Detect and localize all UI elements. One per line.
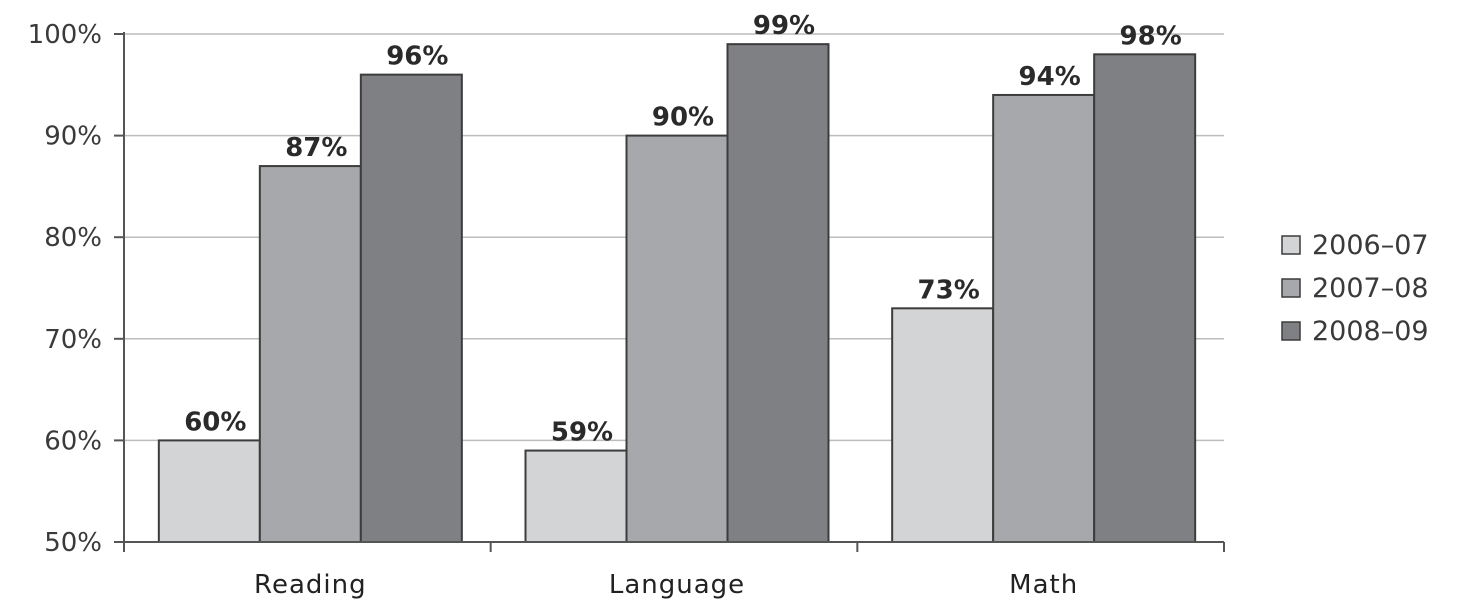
y-tick-label: 100% bbox=[28, 20, 102, 50]
y-tick-label: 60% bbox=[44, 426, 102, 456]
y-tick-label: 70% bbox=[44, 325, 102, 355]
x-category-label: Reading bbox=[254, 570, 367, 600]
legend-label: 2007–08 bbox=[1312, 273, 1429, 304]
data-label: 73% bbox=[918, 275, 980, 305]
bar-language-2 bbox=[726, 43, 830, 543]
data-label: 90% bbox=[652, 103, 714, 133]
data-label: 98% bbox=[1120, 21, 1182, 51]
legend-label: 2006–07 bbox=[1312, 230, 1429, 261]
x-category-label: Language bbox=[609, 570, 745, 600]
legend: 2006–07 2007–08 2008–09 bbox=[1281, 230, 1429, 347]
y-tick-label: 50% bbox=[44, 528, 102, 558]
bar-language-1 bbox=[625, 134, 729, 543]
data-label: 87% bbox=[285, 133, 347, 163]
bar-math-2 bbox=[1093, 53, 1197, 543]
data-label: 60% bbox=[184, 407, 246, 437]
data-label: 59% bbox=[551, 418, 613, 448]
x-axis-categories: Reading Language Math bbox=[254, 570, 1078, 600]
bar-reading-0 bbox=[157, 439, 261, 543]
bar-reading-2 bbox=[359, 73, 463, 543]
data-label: 96% bbox=[386, 42, 448, 72]
data-labels: 60% 87% 96% 59% 90% 99% 73% 94% 98% bbox=[184, 11, 1182, 447]
bar-language-0 bbox=[524, 449, 628, 543]
y-axis-ticks: 50% 60% 70% 80% 90% 100% bbox=[28, 20, 124, 558]
bar-reading-1 bbox=[258, 165, 362, 544]
bar-math-1 bbox=[992, 93, 1096, 544]
data-label: 94% bbox=[1019, 62, 1081, 92]
bars bbox=[157, 43, 1197, 544]
data-label: 99% bbox=[753, 11, 815, 41]
legend-swatch bbox=[1281, 321, 1301, 341]
legend-swatch bbox=[1281, 235, 1301, 255]
y-tick-label: 80% bbox=[44, 223, 102, 253]
legend-label: 2008–09 bbox=[1312, 316, 1429, 347]
x-category-label: Math bbox=[1009, 570, 1078, 600]
y-tick-label: 90% bbox=[44, 122, 102, 152]
axes bbox=[123, 32, 1225, 552]
legend-swatch bbox=[1281, 278, 1301, 298]
bar-math-0 bbox=[891, 307, 995, 543]
